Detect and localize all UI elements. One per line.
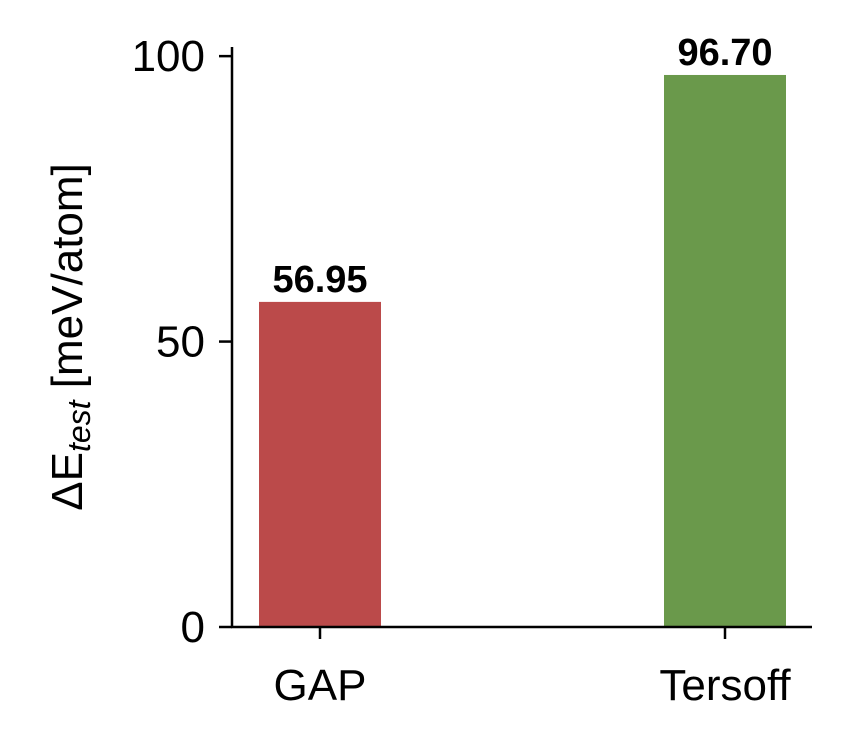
value-label-tersoff: 96.70: [677, 32, 772, 74]
x-ticks-group: GAP Tersoff: [274, 627, 791, 710]
x-tick-label-gap: GAP: [274, 661, 367, 710]
y-axis-label-subscript: test: [61, 399, 97, 452]
y-axis-label-prefix: ΔE: [43, 452, 92, 511]
y-ticks-group: 0 50 100: [132, 32, 232, 652]
y-tick-label-0: 0: [181, 603, 205, 652]
y-axis-label: ΔEtest [meV/atom]: [43, 163, 97, 511]
x-tick-label-tersoff: Tersoff: [659, 661, 791, 710]
bar-tersoff: [664, 74, 786, 628]
y-tick-label-50: 50: [156, 318, 205, 367]
bars-group: [259, 74, 786, 628]
value-labels-group: 56.95 96.70: [272, 32, 772, 301]
bar-gap: [259, 301, 381, 627]
value-label-gap: 56.95: [272, 259, 367, 301]
y-tick-label-100: 100: [132, 32, 205, 81]
y-axis-label-suffix: [meV/atom]: [43, 163, 92, 400]
